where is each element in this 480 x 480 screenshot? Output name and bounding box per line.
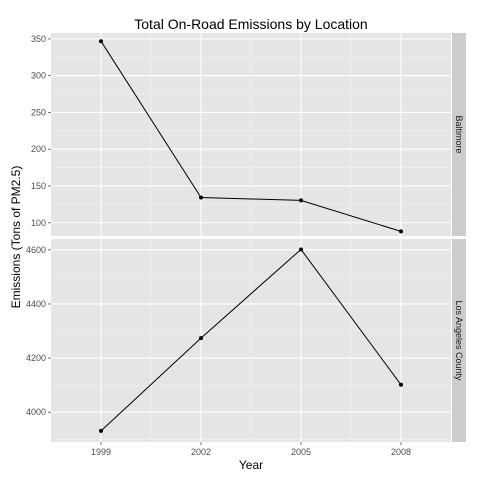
facet-panel-0: 100 150 200 250 300 350 Baltimore xyxy=(31,33,466,236)
y-tick-label: 100 xyxy=(31,218,46,228)
data-point xyxy=(99,39,103,44)
facet-panel-1: 4000 4200 4400 4600 Los Angeles County xyxy=(26,239,466,442)
data-point xyxy=(199,336,203,341)
y-tick-label: 350 xyxy=(31,34,46,44)
y-axis-title: Emissions (Tons of PM2.5) xyxy=(9,166,23,309)
y-tick-label: 150 xyxy=(31,181,46,191)
y-tick-label: 4200 xyxy=(26,353,46,363)
x-tick-label: 2005 xyxy=(291,447,311,457)
data-point xyxy=(399,382,403,387)
x-tick-label: 1999 xyxy=(91,447,111,457)
facet-strip xyxy=(452,239,466,442)
data-point xyxy=(299,198,303,203)
data-point xyxy=(199,195,203,200)
x-axis-title: Year xyxy=(239,458,263,472)
y-tick-label: 300 xyxy=(31,71,46,81)
data-point xyxy=(299,247,303,252)
y-tick-label: 200 xyxy=(31,144,46,154)
data-point xyxy=(99,428,103,433)
facet-strip xyxy=(452,33,466,236)
x-tick-label: 2008 xyxy=(391,447,411,457)
y-tick-label: 4000 xyxy=(26,407,46,417)
data-point xyxy=(399,229,403,234)
y-tick-label: 4600 xyxy=(26,245,46,255)
series-line xyxy=(100,248,402,432)
chart-title: Total On-Road Emissions by Location xyxy=(134,16,367,32)
facet-strip-label: Los Angeles County xyxy=(454,300,464,381)
y-tick-label: 4400 xyxy=(26,299,46,309)
y-tick-label: 250 xyxy=(31,107,46,117)
series-line xyxy=(100,40,402,232)
x-tick-label: 2002 xyxy=(191,447,211,457)
facet-strip-label: Baltimore xyxy=(454,115,464,153)
